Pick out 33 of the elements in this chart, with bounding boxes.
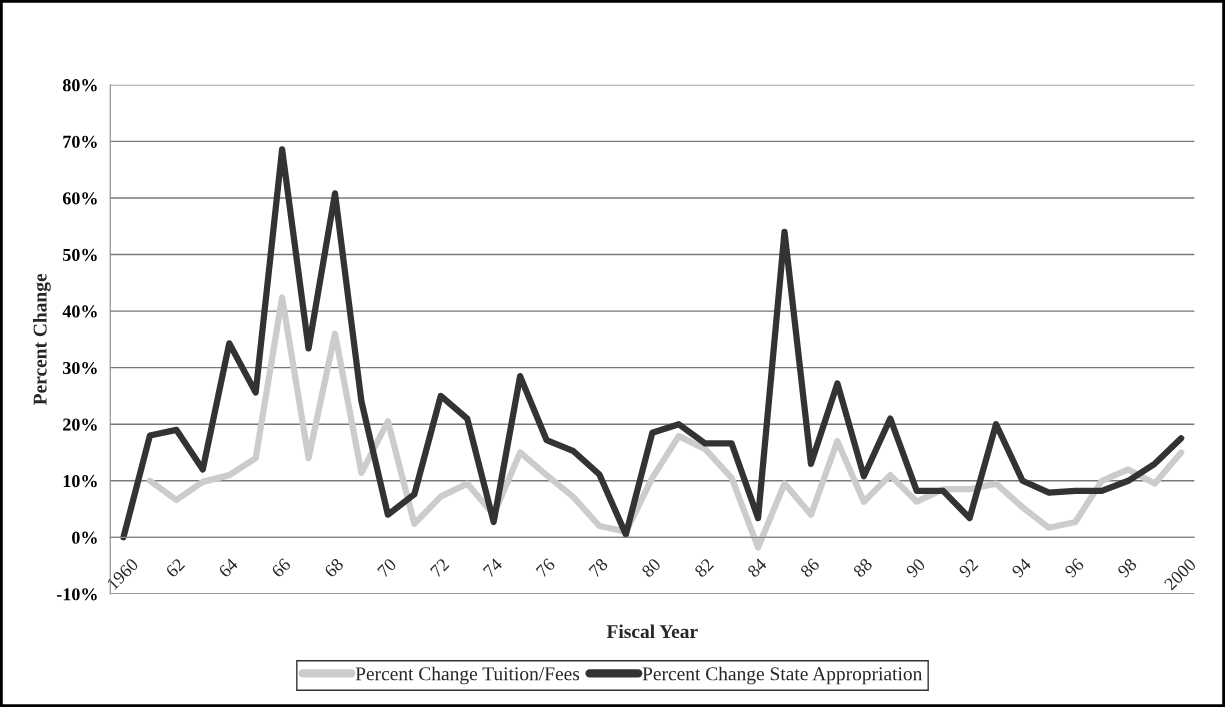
x-tick-label: 78 <box>588 557 609 578</box>
x-tick-label: 90 <box>905 557 926 579</box>
x-tick-label: 92 <box>958 557 979 579</box>
x-tick-label: 86 <box>799 557 821 579</box>
x-tick-label: 88 <box>852 557 873 579</box>
x-tick-label: 66 <box>270 557 292 578</box>
y-tick-label: 80% <box>62 79 97 92</box>
x-tick-label: 68 <box>323 557 345 578</box>
legend-label: Percent Change Tuition/Fees <box>355 666 580 685</box>
x-tick-label: 84 <box>746 557 768 579</box>
x-tick-label: 70 <box>376 557 397 578</box>
x-tick-label: 62 <box>165 557 186 578</box>
y-tick-label: 0% <box>72 531 97 544</box>
x-tick-label: 82 <box>693 557 715 579</box>
y-tick-label: 50% <box>63 248 97 262</box>
y-tick-label: 10% <box>63 475 97 488</box>
legend-label: Percent Change State Appropriation <box>642 666 923 685</box>
y-tick-label: -10% <box>56 588 97 601</box>
x-tick-label: 94 <box>1011 557 1032 579</box>
x-tick-label: 80 <box>641 557 662 579</box>
x-tick-label: 98 <box>1116 557 1138 579</box>
y-tick-label: 40% <box>62 305 97 318</box>
y-tick-label: 70% <box>63 135 97 148</box>
y-tick-label: 60% <box>62 192 97 205</box>
y-tick-label: 20% <box>63 418 97 431</box>
x-tick-label: 76 <box>535 557 556 578</box>
x-tick-label: 96 <box>1064 557 1085 579</box>
x-tick-label: 64 <box>218 557 239 578</box>
x-axis-title: Fiscal Year <box>606 624 698 639</box>
x-tick-label: 72 <box>429 557 450 578</box>
x-tick-label: 74 <box>482 557 503 578</box>
y-tick-label: 30% <box>63 361 97 375</box>
y-axis-title: Percent Change <box>32 273 51 406</box>
